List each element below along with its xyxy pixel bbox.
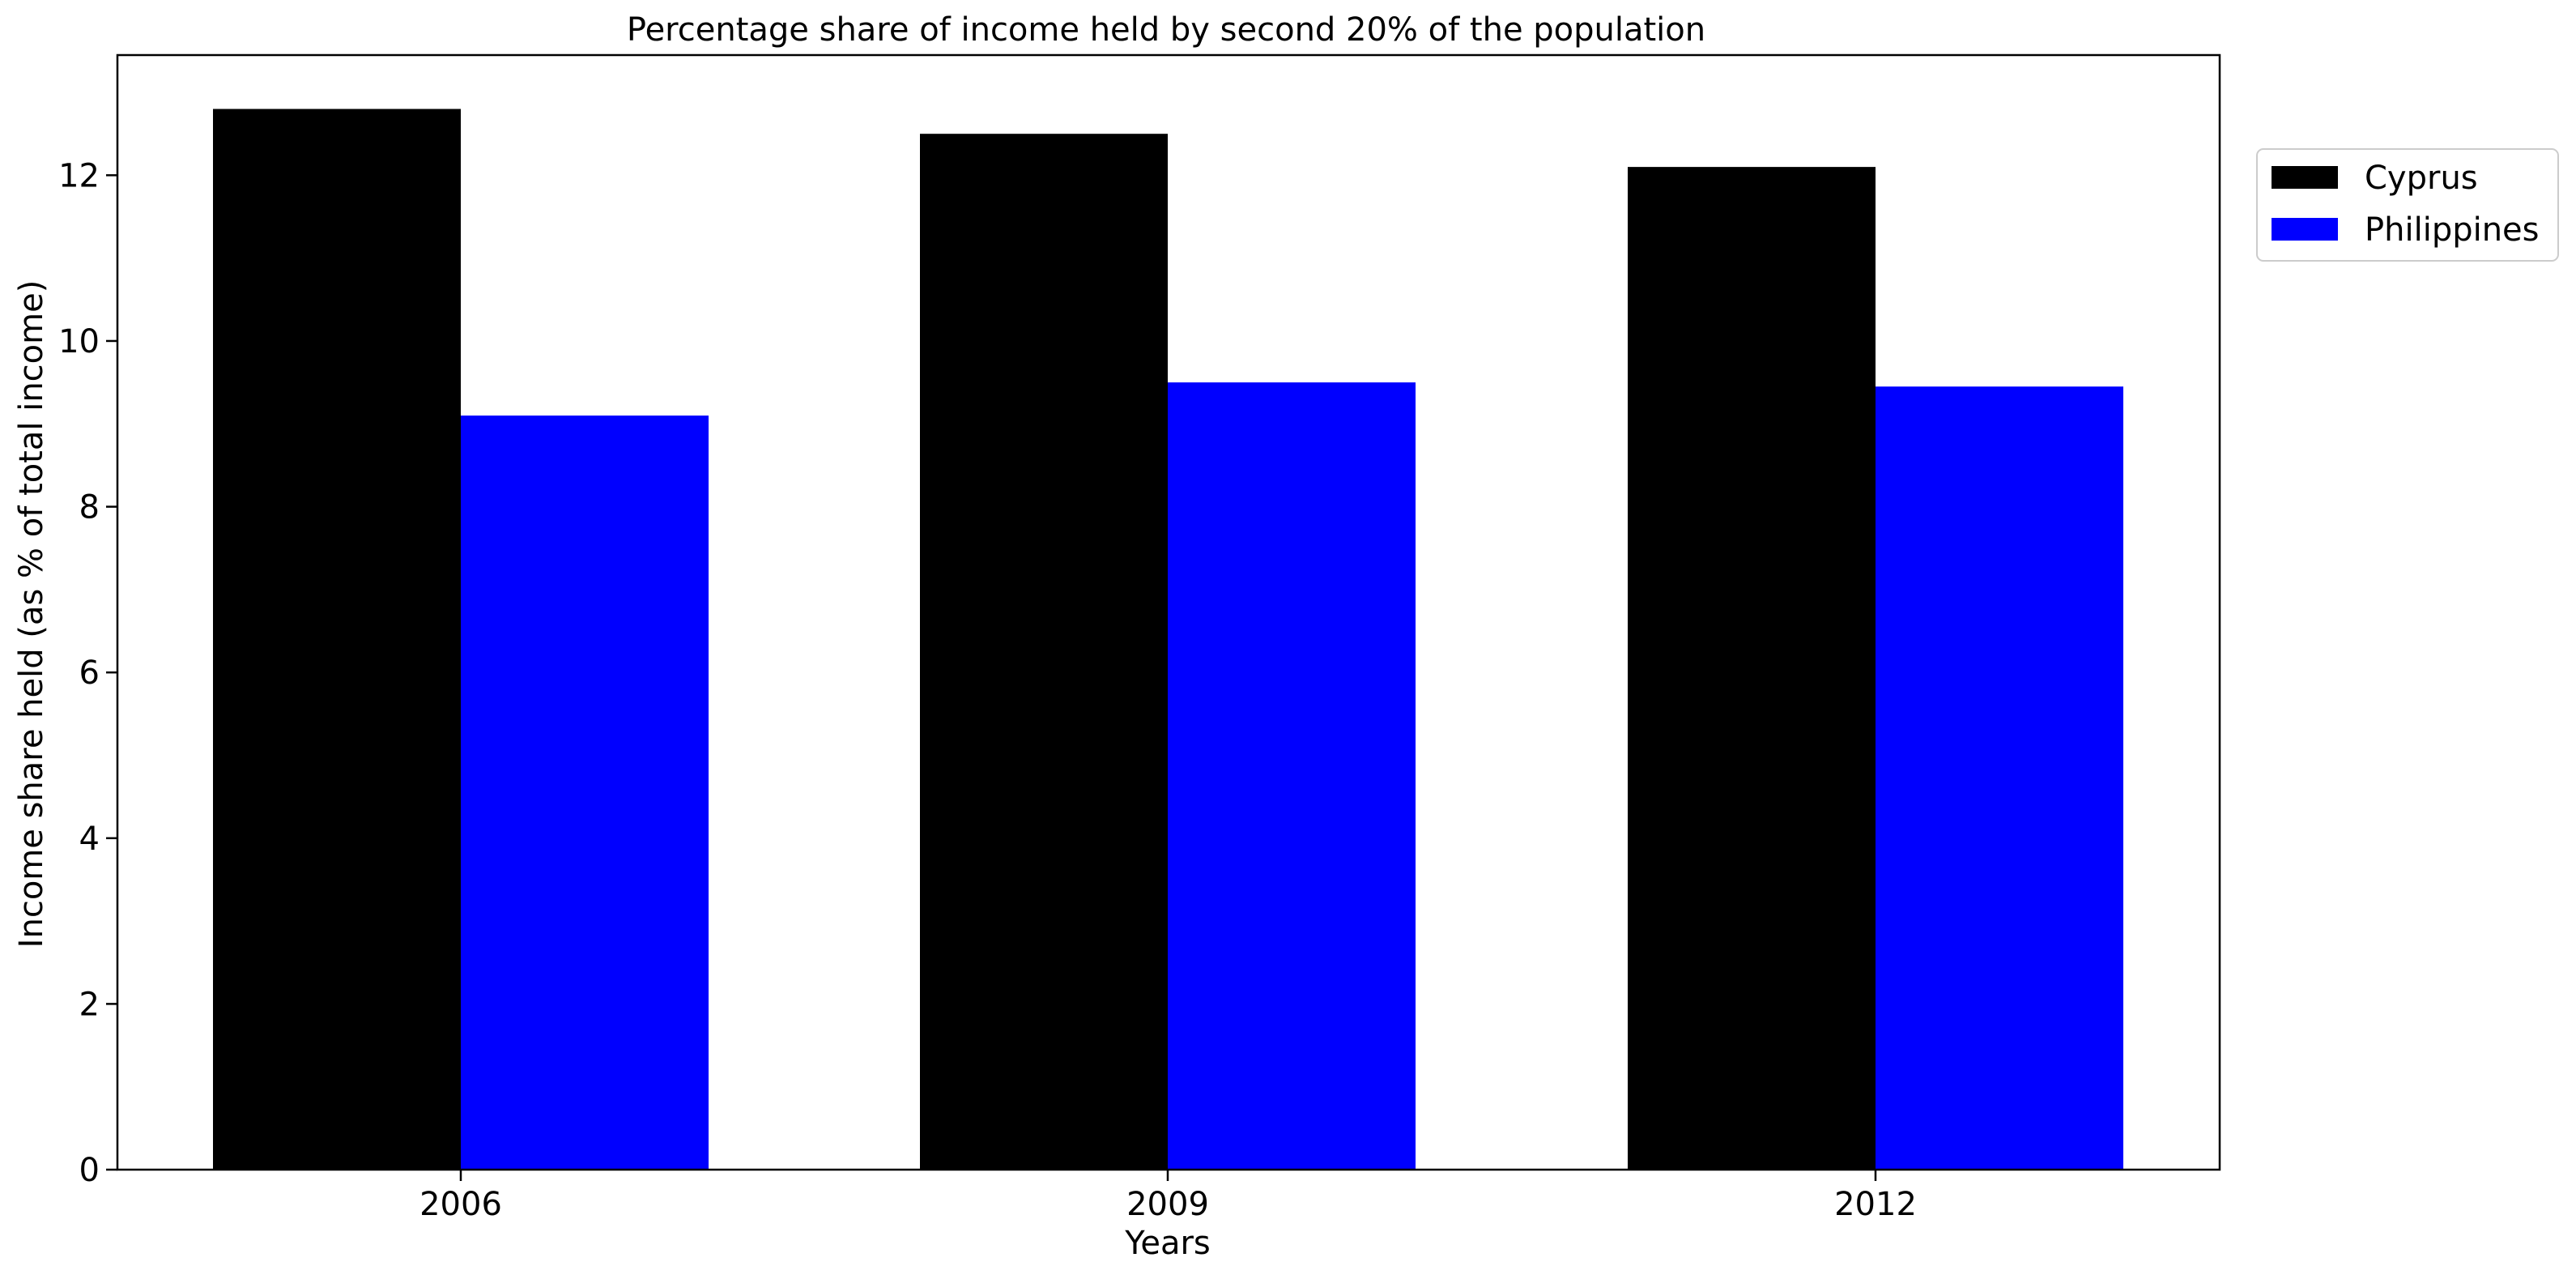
bar-cyprus-2009 [920,134,1168,1170]
x-tick-label: 2009 [1126,1186,1209,1223]
legend-swatch-philippines [2272,218,2338,241]
legend-label-cyprus: Cyprus [2365,160,2478,197]
y-tick-label: 10 [58,323,100,360]
y-axis-label: Income share held (as % of total income) [13,280,50,949]
y-tick-label: 8 [79,489,100,527]
y-tick-label: 0 [79,1152,100,1189]
x-axis-label: Years [1124,1225,1211,1262]
y-tick-label: 6 [79,654,100,692]
bar-philippines-2009 [1168,382,1416,1170]
x-ticks-group: 2006 2009 2012 [419,1170,1917,1223]
bar-philippines-2012 [1876,386,2123,1170]
legend-label-philippines: Philippines [2365,211,2540,249]
x-tick-label: 2012 [1834,1186,1917,1223]
plot-frame [116,53,2221,1171]
legend-swatch-cyprus [2272,166,2338,189]
bar-cyprus-2012 [1628,167,1876,1170]
chart-title: Percentage share of income held by secon… [627,11,1705,49]
bar-cyprus-2006 [213,109,461,1170]
bars-group [213,109,2123,1170]
y-tick-label: 4 [79,821,100,858]
x-tick-label: 2006 [419,1186,502,1223]
y-tick-label: 2 [79,986,100,1023]
bar-philippines-2006 [461,416,709,1170]
legend: Cyprus Philippines [2256,148,2559,262]
y-ticks-group: 0 2 4 6 8 10 12 [58,157,117,1189]
y-tick-label: 12 [58,157,100,194]
